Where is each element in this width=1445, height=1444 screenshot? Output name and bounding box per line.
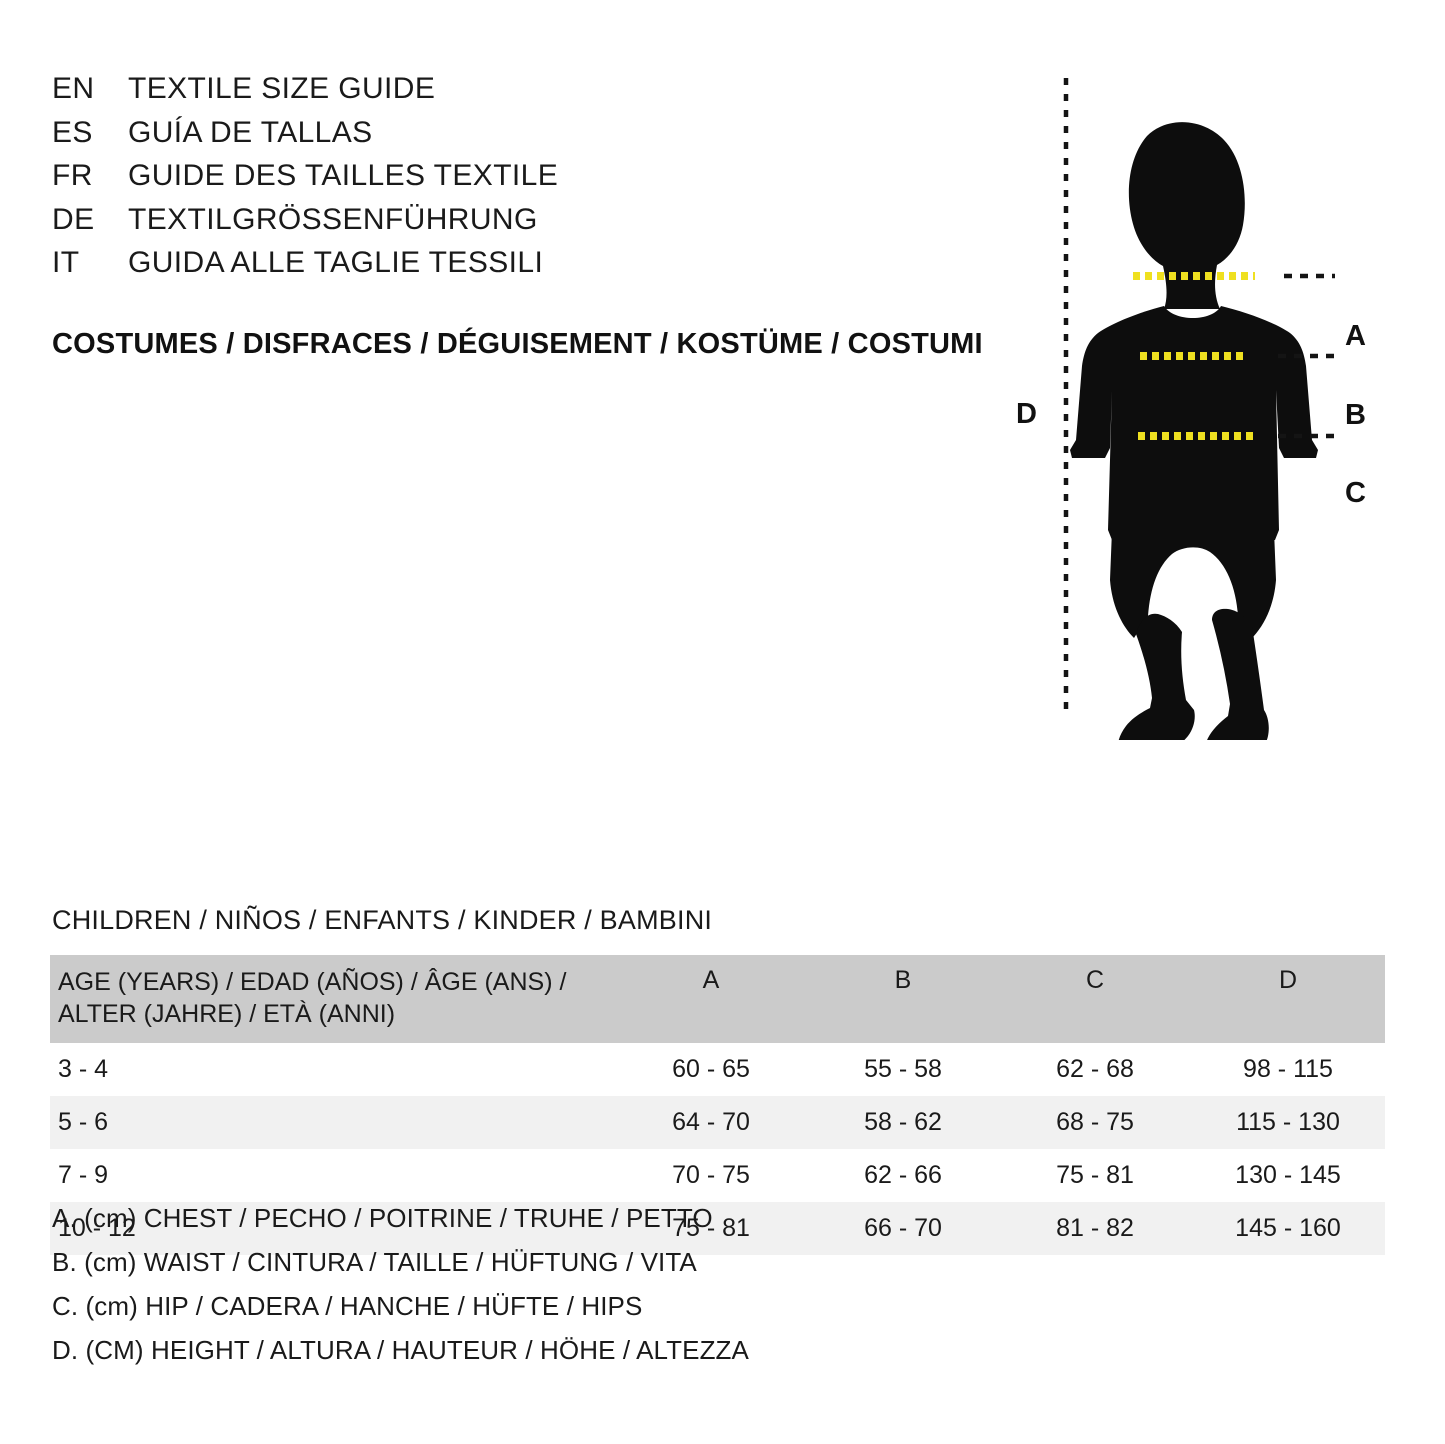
column-header-b: B (807, 955, 999, 1043)
column-header-d: D (1191, 955, 1385, 1043)
table-header: AGE (YEARS) / EDAD (AÑOS) / ÂGE (ANS) / … (50, 955, 1385, 1043)
measurement-legend: A. (cm) CHEST / PECHO / POITRINE / TRUHE… (52, 1203, 749, 1379)
cell-a: 70 - 75 (615, 1149, 807, 1202)
cell-age: 10 - 12 (50, 1202, 615, 1255)
table-row: 5 - 6 64 - 70 58 - 62 68 - 75 115 - 130 (50, 1096, 1385, 1149)
legend-row-d: D. (CM) HEIGHT / ALTURA / HAUTEUR / HÖHE… (52, 1335, 749, 1365)
children-section-heading: CHILDREN / NIÑOS / ENFANTS / KINDER / BA… (52, 905, 713, 935)
marker-label-a: A (1345, 320, 1366, 352)
cell-c: 81 - 82 (999, 1202, 1191, 1255)
cell-d: 130 - 145 (1191, 1149, 1385, 1202)
cell-a: 64 - 70 (615, 1096, 807, 1149)
table-row: 3 - 4 60 - 65 55 - 58 62 - 68 98 - 115 (50, 1043, 1385, 1096)
category-heading: COSTUMES / DISFRACES / DÉGUISEMENT / KOS… (52, 328, 983, 360)
language-row-en: EN TEXTILE SIZE GUIDE (52, 72, 952, 116)
cell-b: 58 - 62 (807, 1096, 999, 1149)
column-header-age: AGE (YEARS) / EDAD (AÑOS) / ÂGE (ANS) / … (50, 955, 615, 1043)
language-code-es: ES (52, 115, 93, 149)
cell-c: 62 - 68 (999, 1043, 1191, 1096)
cell-d: 98 - 115 (1191, 1043, 1385, 1096)
cell-b: 55 - 58 (807, 1043, 999, 1096)
language-title-de: TEXTILGRÖSSENFÜHRUNG (128, 202, 538, 236)
language-row-de: DE TEXTILGRÖSSENFÜHRUNG (52, 203, 952, 247)
language-row-es: ES GUÍA DE TALLAS (52, 116, 952, 160)
cell-b: 66 - 70 (807, 1202, 999, 1255)
size-table: AGE (YEARS) / EDAD (AÑOS) / ÂGE (ANS) / … (50, 955, 1385, 1255)
cell-c: 75 - 81 (999, 1149, 1191, 1202)
language-title-fr: GUIDE DES TAILLES TEXTILE (128, 159, 559, 192)
language-title-it: GUIDA ALLE TAGLIE TESSILI (128, 246, 544, 279)
measurement-figure: D A B C (1000, 60, 1400, 740)
column-header-age-line2: ALTER (JAHRE) / ETÀ (ANNI) (58, 1000, 396, 1028)
cell-a: 75 - 81 (615, 1202, 807, 1255)
legend-row-b: B. (cm) WAIST / CINTURA / TAILLE / HÜFTU… (52, 1247, 697, 1277)
column-header-age-line1: AGE (YEARS) / EDAD (AÑOS) / ÂGE (ANS) / (58, 968, 567, 996)
marker-label-b: B (1345, 399, 1366, 431)
table-row: 7 - 9 70 - 75 62 - 66 75 - 81 130 - 145 (50, 1149, 1385, 1202)
table-body: 3 - 4 60 - 65 55 - 58 62 - 68 98 - 115 5… (50, 1043, 1385, 1255)
cell-c: 68 - 75 (999, 1096, 1191, 1149)
language-code-it: IT (52, 246, 80, 279)
cell-age: 5 - 6 (50, 1096, 615, 1149)
cell-d: 115 - 130 (1191, 1096, 1385, 1149)
language-code-en: EN (52, 72, 95, 105)
cell-age: 3 - 4 (50, 1043, 615, 1096)
child-silhouette-icon (1063, 78, 1335, 740)
table-header-row: AGE (YEARS) / EDAD (AÑOS) / ÂGE (ANS) / … (50, 955, 1385, 1043)
table-row: 10 - 12 75 - 81 66 - 70 81 - 82 145 - 16… (50, 1202, 1385, 1255)
marker-label-c: C (1345, 477, 1366, 509)
legend-row-a: A. (cm) CHEST / PECHO / POITRINE / TRUHE… (52, 1203, 713, 1233)
column-header-a: A (615, 955, 807, 1043)
column-header-c: C (999, 955, 1191, 1043)
cell-b: 62 - 66 (807, 1149, 999, 1202)
language-title-block: EN TEXTILE SIZE GUIDE ES GUÍA DE TALLAS … (52, 72, 952, 290)
cell-age: 7 - 9 (50, 1149, 615, 1202)
language-code-de: DE (52, 202, 95, 236)
marker-label-d: D (1016, 398, 1037, 430)
cell-d: 145 - 160 (1191, 1202, 1385, 1255)
silhouette-shape (1070, 122, 1318, 740)
language-title-en: TEXTILE SIZE GUIDE (128, 72, 436, 105)
language-code-fr: FR (52, 159, 93, 192)
cell-a: 60 - 65 (615, 1043, 807, 1096)
language-row-fr: FR GUIDE DES TAILLES TEXTILE (52, 159, 952, 203)
language-title-es: GUÍA DE TALLAS (128, 115, 373, 149)
legend-row-c: C. (cm) HIP / CADERA / HANCHE / HÜFTE / … (52, 1291, 643, 1321)
language-row-it: IT GUIDA ALLE TAGLIE TESSILI (52, 246, 952, 290)
